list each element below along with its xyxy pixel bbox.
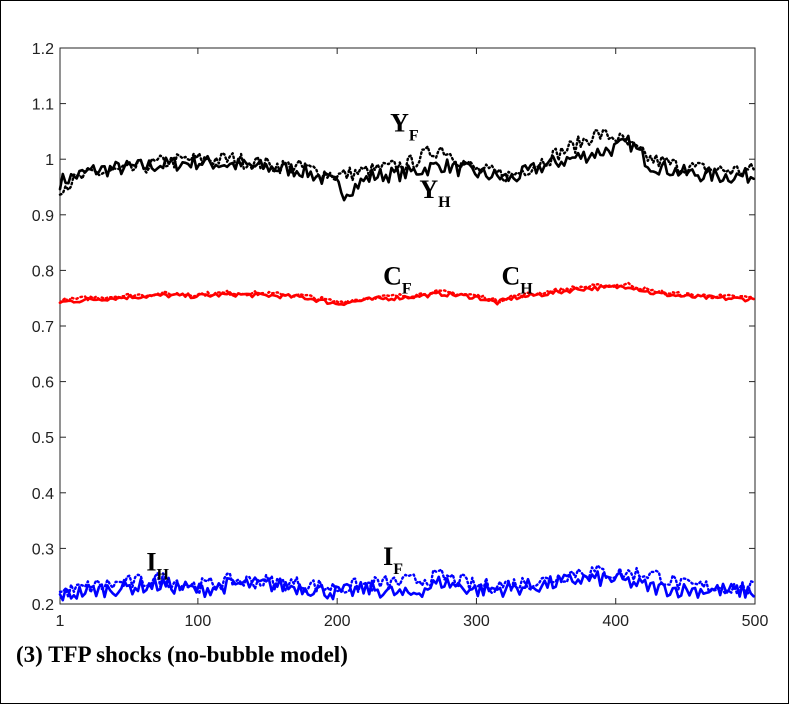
axis-ticks: 0.2 0.3 0.4 0.5 0.6 0.7 0.8 0.9 1 1.1 1.2 1 100 200 30…	[32, 41, 769, 630]
series-annotation-i-h: IH	[146, 548, 169, 584]
y-tick-label: 0.6	[32, 375, 54, 392]
x-tick-label: 300	[463, 613, 490, 630]
series-layer	[58, 128, 755, 602]
y-tick-label: 0.3	[32, 541, 54, 558]
series-c-f-line	[58, 281, 755, 305]
x-tick-label: 200	[324, 613, 351, 630]
y-tick-label: 1	[45, 152, 54, 169]
series-y-f-line	[58, 128, 755, 196]
y-tick-label: 1.2	[32, 41, 54, 58]
y-tick-label: 0.4	[32, 486, 54, 503]
series-annotation-y-f: YF	[390, 108, 419, 144]
series-annotation-c-h: CH	[502, 261, 534, 297]
series-annotation-y-h: YH	[419, 175, 451, 211]
x-tick-label: 400	[602, 613, 629, 630]
x-tick-label: 100	[185, 613, 212, 630]
y-tick-label: 1.1	[32, 97, 54, 114]
series-i-h-line	[58, 570, 755, 602]
y-tick-label: 0.7	[32, 319, 54, 336]
series-i-f-line	[58, 564, 755, 599]
y-tick-label: 0.5	[32, 430, 54, 447]
y-tick-label: 0.2	[32, 597, 54, 614]
series-annotation-i-f: IF	[383, 542, 403, 578]
series-annotation-c-f: CF	[383, 261, 412, 297]
x-tick-label: 500	[742, 613, 769, 630]
y-tick-label: 0.8	[32, 263, 54, 280]
figure-caption: (3) TFP shocks (no-bubble model)	[16, 642, 348, 667]
y-tick-label: 0.9	[32, 208, 54, 225]
x-tick-label: 1	[56, 613, 65, 630]
